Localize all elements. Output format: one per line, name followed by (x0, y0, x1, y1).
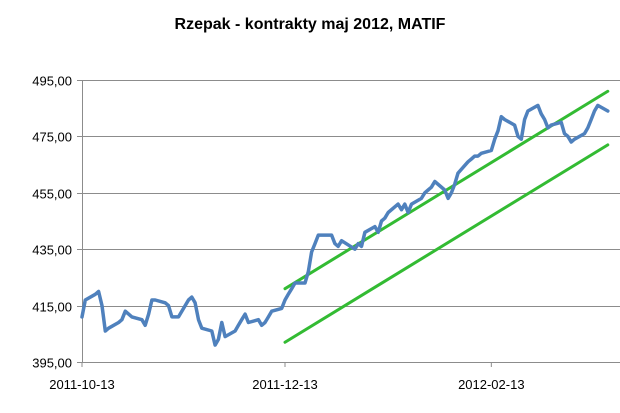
price-series (80, 103, 610, 347)
y-tick-label: 475,00 (32, 130, 72, 145)
x-axis-tick-labels: 2011-10-13 2011-12-13 2012-02-13 (49, 377, 524, 392)
x-tick-label: 2011-12-13 (252, 377, 318, 392)
x-tick-label: 2011-10-13 (49, 377, 115, 392)
y-tick-label: 415,00 (32, 300, 72, 315)
y-tick-label: 495,00 (32, 74, 72, 89)
y-axis-tick-labels: 395,00 415,00 435,00 455,00 475,00 495,00 (32, 74, 72, 371)
trend-channel (283, 89, 610, 344)
y-tick-label: 435,00 (32, 243, 72, 258)
gridlines (82, 80, 620, 363)
axes (77, 80, 620, 367)
x-tick-label: 2012-02-13 (458, 377, 525, 392)
y-tick-label: 395,00 (32, 356, 72, 371)
chart-title: Rzepak - kontrakty maj 2012, MATIF (174, 16, 446, 33)
series-line (80, 103, 610, 347)
y-tick-label: 455,00 (32, 187, 72, 202)
trend-line-lower (283, 143, 610, 344)
